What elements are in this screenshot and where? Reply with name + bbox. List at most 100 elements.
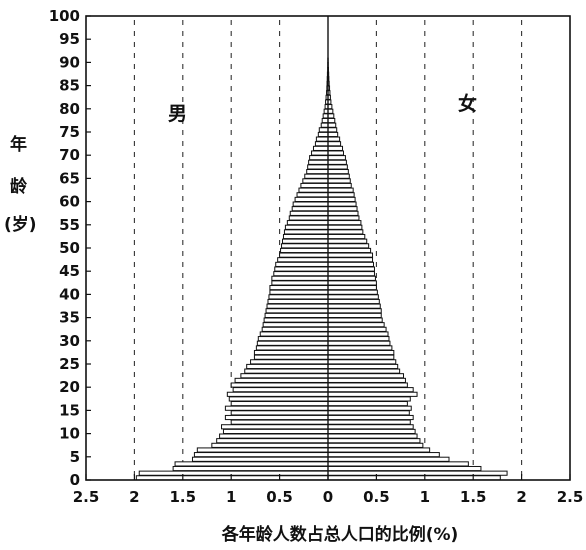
male-bar-age-23 (244, 368, 329, 374)
female-bar-age-65 (327, 173, 350, 179)
male-bar-age-49 (280, 247, 329, 254)
male-bar-age-73 (315, 136, 329, 142)
y-tick-label-65: 65 (59, 169, 80, 187)
male-bar-age-46 (275, 261, 329, 267)
female-bar-age-10 (327, 428, 416, 434)
female-bar-age-44 (327, 271, 375, 277)
female-bar-age-68 (327, 159, 347, 165)
male-bar-age-9 (219, 433, 329, 439)
female-bar-age-27 (327, 349, 395, 356)
female-bar-age-64 (327, 178, 351, 184)
male-bar-age-57 (289, 210, 329, 216)
female-bar-age-39 (327, 294, 379, 300)
female-bar-age-63 (327, 182, 352, 189)
female-bar-age-30 (327, 336, 390, 342)
female-bar-age-58 (327, 206, 358, 212)
female-bar-age-78 (327, 113, 335, 119)
male-bar-age-33 (262, 322, 329, 328)
female-bar-age-5 (327, 452, 440, 458)
male-bar-age-67 (307, 164, 329, 170)
male-label: 男 (168, 103, 187, 125)
female-bar-age-3 (327, 461, 469, 467)
female-bar-age-12 (327, 419, 411, 425)
male-bar-age-12 (230, 419, 329, 425)
female-bar-age-57 (327, 210, 359, 216)
female-bar-age-34 (327, 317, 383, 323)
female-bar-age-26 (327, 354, 395, 360)
female-bar-age-31 (327, 331, 389, 337)
male-bar-age-14 (230, 410, 329, 416)
female-bar-age-52 (327, 233, 366, 240)
male-bar-age-54 (284, 224, 329, 230)
female-bar-age-36 (327, 308, 382, 314)
female-bar-age-79 (327, 108, 334, 114)
female-bar-age-71 (327, 145, 344, 151)
male-bar-age-60 (294, 196, 329, 203)
female-bar-age-1 (327, 470, 508, 476)
y-tick-label-100: 100 (49, 7, 80, 25)
male-bar-age-69 (309, 155, 329, 161)
male-bar-age-36 (265, 308, 329, 314)
female-bar-age-2 (327, 465, 482, 472)
female-bar-age-74 (327, 131, 339, 138)
x-tick-label-7: 1 (420, 488, 430, 506)
female-bar-age-51 (327, 238, 368, 244)
male-bar-age-50 (281, 243, 329, 249)
male-bar-age-6 (196, 447, 329, 453)
female-bar-age-14 (327, 410, 410, 416)
female-bar-age-35 (327, 312, 382, 318)
female-bar-age-70 (327, 150, 344, 156)
female-bar-age-18 (327, 391, 418, 397)
male-bar-age-75 (318, 127, 329, 133)
male-bar-age-64 (302, 178, 329, 184)
male-bar-age-44 (273, 271, 329, 277)
female-bar-age-38 (327, 298, 380, 305)
female-bar-age-17 (327, 396, 411, 402)
y-tick-label-55: 55 (59, 216, 80, 234)
female-bar-age-25 (327, 359, 397, 365)
female-bar-age-59 (327, 201, 357, 207)
female-bar-age-13 (327, 414, 414, 421)
x-tick-label-1: 2 (129, 488, 139, 506)
female-bar-age-69 (327, 155, 346, 161)
y-tick-label-5: 5 (70, 448, 80, 466)
female-bar-age-16 (327, 401, 408, 407)
male-bar-age-35 (264, 312, 329, 318)
x-tick-label-5: 0 (323, 488, 333, 506)
y-tick-label-15: 15 (59, 401, 80, 419)
female-bar-age-42 (327, 280, 377, 286)
male-bar-age-70 (311, 150, 329, 156)
male-bar-age-19 (232, 387, 329, 393)
x-axis-ticks: 2.5 2 1.5 1 0.5 0 0.5 1 1.5 2 2.5 (73, 474, 583, 506)
male-bar-age-25 (250, 359, 329, 365)
female-bar-age-37 (327, 303, 381, 309)
female-bar-age-53 (327, 229, 364, 235)
female-bar-age-4 (327, 456, 450, 462)
male-bar-age-27 (253, 349, 329, 356)
bars-group (135, 57, 508, 481)
male-bar-age-78 (322, 113, 329, 119)
female-bar-age-11 (327, 424, 414, 430)
male-bar-age-4 (191, 456, 329, 462)
female-bar-age-60 (327, 196, 356, 203)
y-axis-label-char-1: 年 (10, 134, 27, 155)
male-bar-age-76 (320, 122, 329, 128)
female-bar-age-43 (327, 275, 376, 281)
female-bar-age-8 (327, 438, 421, 444)
male-bar-age-18 (226, 391, 329, 397)
female-bar-age-20 (327, 382, 408, 388)
male-bar-age-51 (282, 238, 329, 244)
male-bar-age-30 (257, 336, 329, 342)
male-bar-age-61 (296, 192, 329, 198)
male-bar-age-31 (259, 331, 329, 337)
female-label: 女 (458, 92, 477, 115)
y-tick-label-50: 50 (59, 239, 80, 257)
female-bar-age-28 (327, 345, 393, 351)
female-bar-age-61 (327, 192, 355, 198)
y-tick-label-25: 25 (59, 355, 80, 373)
y-tick-label-80: 80 (59, 100, 80, 118)
y-axis-label-char-2: 龄 (10, 176, 28, 197)
female-bar-age-29 (327, 340, 391, 346)
male-bar-age-10 (222, 428, 329, 434)
